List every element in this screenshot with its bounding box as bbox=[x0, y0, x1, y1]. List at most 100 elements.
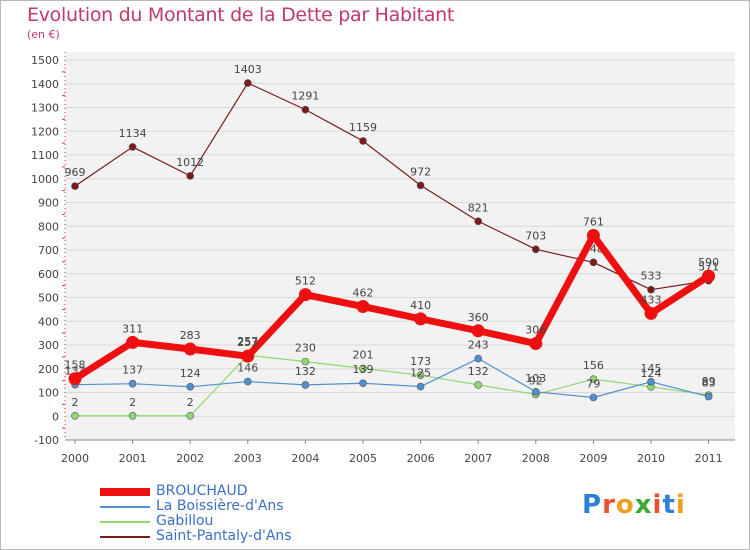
data-label: 132 bbox=[295, 365, 316, 378]
data-label: 1134 bbox=[119, 127, 147, 140]
legend-swatch bbox=[100, 536, 150, 538]
logo-letter: i bbox=[675, 490, 686, 520]
x-tick-label: 2011 bbox=[695, 452, 723, 465]
plot-area bbox=[65, 52, 735, 440]
legend-label: La Boissière-d'Ans bbox=[156, 498, 284, 514]
legend-swatch bbox=[100, 521, 150, 523]
data-label: 433 bbox=[641, 293, 662, 306]
data-point bbox=[301, 105, 310, 114]
y-tick-label: 700 bbox=[38, 244, 59, 257]
legend-label: Gabillou bbox=[156, 513, 214, 529]
y-tick-label: 400 bbox=[38, 315, 59, 328]
data-point bbox=[301, 357, 310, 366]
data-point bbox=[474, 354, 483, 363]
data-point bbox=[647, 378, 655, 386]
data-point bbox=[359, 137, 367, 145]
data-label: 124 bbox=[180, 367, 201, 380]
logo-letter: P bbox=[582, 490, 603, 520]
data-point bbox=[244, 79, 252, 87]
data-point bbox=[702, 269, 716, 283]
chart-unit: (en €) bbox=[27, 28, 60, 41]
data-label: 2 bbox=[129, 396, 136, 409]
x-tick-label: 2009 bbox=[579, 452, 607, 465]
data-label: 1159 bbox=[349, 121, 377, 134]
data-label: 821 bbox=[468, 201, 489, 214]
data-point bbox=[186, 411, 194, 420]
data-point bbox=[128, 379, 137, 388]
series-line-0 bbox=[74, 82, 709, 291]
y-tick-label: 200 bbox=[38, 363, 59, 376]
data-point bbox=[471, 324, 485, 338]
data-point bbox=[531, 245, 540, 254]
logo-letter: i bbox=[652, 490, 663, 520]
data-point bbox=[589, 375, 598, 384]
data-point bbox=[531, 387, 540, 396]
x-tick-label: 2008 bbox=[522, 452, 550, 465]
data-point bbox=[586, 229, 600, 243]
data-point bbox=[474, 381, 483, 389]
data-label: 571 bbox=[698, 261, 719, 274]
data-label: 306 bbox=[525, 324, 546, 337]
data-point bbox=[359, 379, 367, 388]
data-point bbox=[414, 312, 428, 326]
x-tick-label: 2010 bbox=[637, 452, 665, 465]
data-label: 125 bbox=[410, 367, 431, 380]
data-point bbox=[644, 306, 658, 320]
data-label: 761 bbox=[583, 216, 604, 229]
y-tick-label: 0 bbox=[52, 410, 59, 423]
data-label: 243 bbox=[468, 339, 489, 352]
data-point bbox=[704, 392, 713, 401]
data-point bbox=[529, 337, 543, 351]
legend-swatch bbox=[100, 488, 150, 496]
x-tick-label: 2006 bbox=[407, 452, 435, 465]
y-tick-label: 1100 bbox=[31, 149, 59, 162]
data-label: 410 bbox=[410, 299, 431, 312]
y-tick-label: 600 bbox=[38, 268, 59, 281]
y-tick-label: 900 bbox=[38, 197, 59, 210]
data-label: 703 bbox=[525, 229, 546, 242]
data-label: 158 bbox=[65, 359, 86, 372]
data-point bbox=[71, 182, 79, 190]
data-label: 145 bbox=[641, 362, 662, 375]
data-label: 969 bbox=[65, 166, 86, 179]
logo-letter: t bbox=[662, 490, 676, 520]
data-point bbox=[71, 411, 79, 420]
x-tick-label: 2000 bbox=[61, 452, 89, 465]
y-tick-label: -100 bbox=[34, 434, 59, 447]
data-point bbox=[416, 371, 425, 379]
data-point bbox=[416, 181, 425, 190]
data-label: 230 bbox=[295, 342, 316, 355]
data-point bbox=[298, 288, 312, 302]
data-point bbox=[68, 372, 82, 386]
x-tick-label: 2005 bbox=[349, 452, 377, 465]
data-label: 972 bbox=[410, 165, 431, 178]
series-line-1 bbox=[75, 354, 709, 417]
data-point bbox=[183, 342, 197, 356]
data-point bbox=[244, 377, 252, 386]
data-point bbox=[128, 143, 137, 151]
x-tick-label: 2004 bbox=[291, 452, 319, 465]
y-tick-label: 1200 bbox=[31, 125, 59, 138]
data-point bbox=[301, 381, 310, 389]
y-tick-label: 300 bbox=[38, 339, 59, 352]
x-tick-label: 2007 bbox=[464, 452, 492, 465]
data-label: 92 bbox=[529, 374, 543, 387]
data-point bbox=[589, 393, 598, 402]
data-label: 124 bbox=[641, 367, 662, 380]
legend-label: BROUCHAUD bbox=[156, 483, 248, 499]
proxiti-logo: Proxiti bbox=[582, 490, 686, 520]
data-point bbox=[126, 335, 140, 349]
legend-label: Saint-Pantaly-d'Ans bbox=[156, 528, 292, 544]
data-label: 283 bbox=[180, 329, 201, 342]
series-line-2 bbox=[74, 357, 709, 399]
data-label: 89 bbox=[702, 375, 716, 388]
data-label: 139 bbox=[353, 363, 374, 376]
series-line-3 bbox=[73, 232, 711, 382]
data-label: 533 bbox=[641, 270, 662, 283]
data-label: 253 bbox=[237, 336, 258, 349]
data-label: 311 bbox=[122, 322, 143, 335]
data-label: 512 bbox=[295, 275, 316, 288]
data-label: 146 bbox=[237, 362, 258, 375]
data-point bbox=[186, 382, 194, 391]
data-label: 1403 bbox=[234, 63, 262, 76]
